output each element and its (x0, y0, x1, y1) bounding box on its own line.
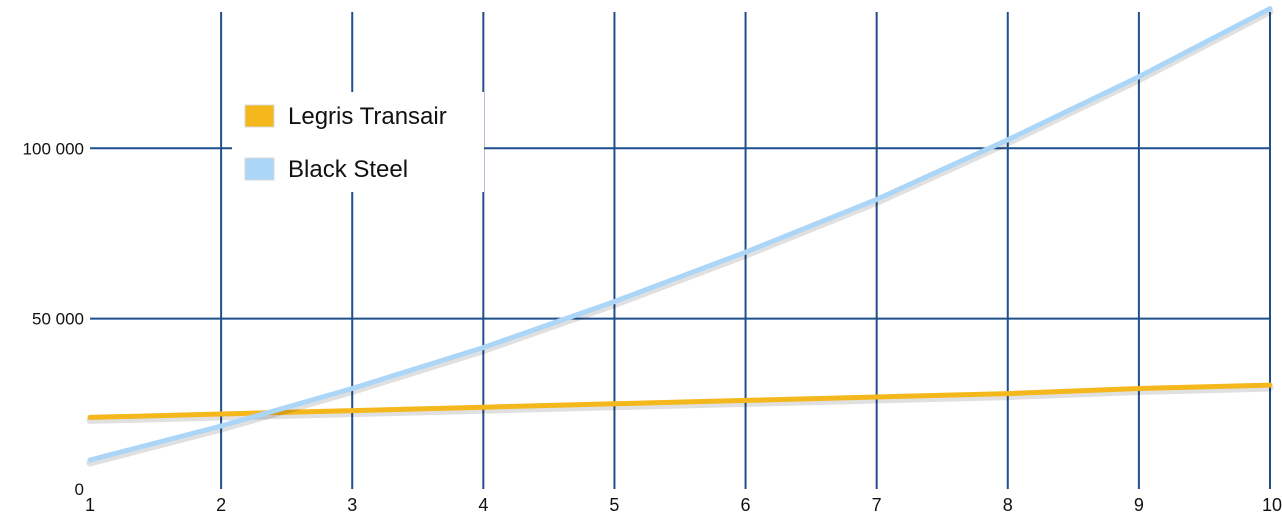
x-tick-label: 1 (85, 495, 95, 515)
x-tick-label: 4 (478, 495, 488, 515)
legend: Legris Transair Black Steel (232, 92, 484, 192)
y-tick-label: 50 000 (32, 310, 84, 329)
legend-swatch (244, 157, 275, 181)
x-tick-label: 2 (216, 495, 226, 515)
x-tick-label: 5 (609, 495, 619, 515)
y-tick-label: 100 000 (23, 139, 84, 158)
x-tick-label: 9 (1134, 495, 1144, 515)
series-lines (86, 6, 1274, 467)
series-line-black-steel (87, 6, 1273, 463)
y-tick-label: 0 (75, 480, 84, 499)
x-tick-label: 3 (347, 495, 357, 515)
x-axis-ticks: 1 2 3 4 5 6 7 8 9 10 (85, 495, 1282, 515)
series-shadow (86, 8, 1274, 467)
legend-swatch (244, 104, 275, 128)
x-tick-label: 10 (1262, 495, 1282, 515)
x-tick-label: 8 (1003, 495, 1013, 515)
x-tick-label: 6 (741, 495, 751, 515)
x-tick-label: 7 (872, 495, 882, 515)
legend-label: Black Steel (288, 156, 408, 183)
series-line-legris-transair (87, 382, 1273, 420)
series-shadow (86, 384, 1274, 424)
legend-label: Legris Transair (288, 103, 447, 130)
y-axis-ticks: 0 50 000 100 000 (23, 139, 84, 499)
